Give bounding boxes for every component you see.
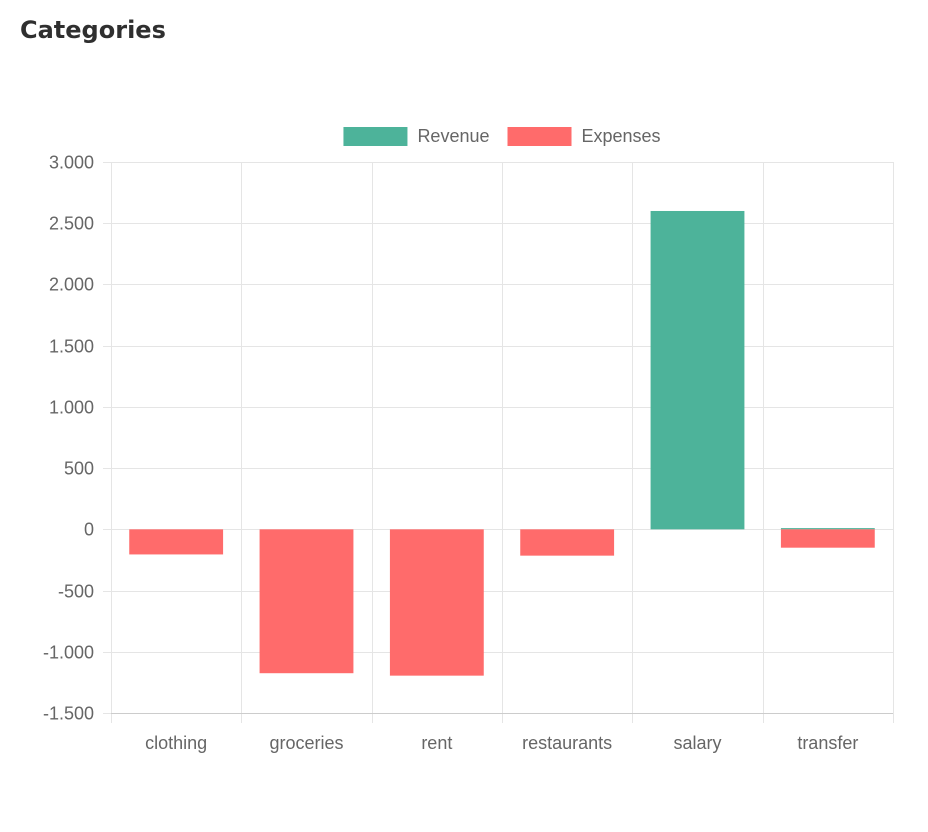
y-tick-label: 500 [64,459,94,479]
bar-expenses-groceries [259,529,354,674]
y-tick-label: 0 [84,520,94,540]
bar-expenses-restaurants [520,529,615,556]
axes: 3.000 2.500 2.000 1.500 1.000 500 0 -500 -1.000 -… [43,153,893,753]
legend-item-expenses[interactable]: Expenses [507,126,661,146]
x-tick-label: clothing [145,733,207,753]
bars [129,210,875,676]
x-tick-label: transfer [797,733,858,753]
page-title: Categories [20,16,166,44]
bar-expenses-transfer [780,529,875,548]
y-tick-label: 1.000 [49,398,94,418]
legend[interactable]: Revenue Expenses [343,126,661,146]
legend-item-revenue[interactable]: Revenue [343,126,490,146]
x-tick-label: salary [673,733,721,753]
bar-revenue-salary [650,210,745,530]
y-tick-label: 2.500 [49,214,94,234]
legend-swatch [507,127,572,146]
bar-expenses-clothing [129,529,224,555]
y-tick-label: 2.000 [49,275,94,295]
grid [103,162,894,723]
legend-swatch [343,127,408,146]
legend-label: Expenses [582,126,661,146]
y-tick-label: -500 [58,582,94,602]
bar-revenue-transfer [780,528,875,530]
legend-label: Revenue [417,126,489,146]
y-tick-label: -1.000 [43,643,94,663]
bar-expenses-rent [389,529,484,676]
y-tick-label: -1.500 [43,704,94,724]
x-tick-label: rent [421,733,452,753]
x-tick-label: restaurants [522,733,612,753]
x-tick-label: groceries [269,733,343,753]
y-tick-label: 1.500 [49,337,94,357]
y-tick-label: 3.000 [49,153,94,173]
